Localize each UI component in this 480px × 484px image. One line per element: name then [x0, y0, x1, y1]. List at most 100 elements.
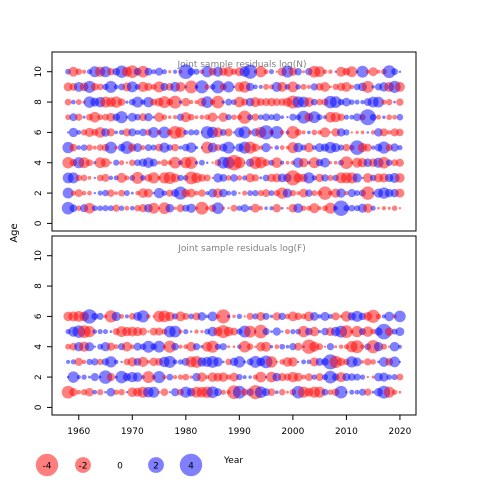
residual-bubble: [286, 207, 289, 210]
residual-bubble: [280, 160, 285, 165]
residual-bubble: [207, 112, 218, 122]
residual-bubble: [382, 115, 386, 119]
residual-bubble: [97, 358, 104, 366]
residual-bubble: [76, 129, 82, 135]
x-tick-label: 1990: [228, 427, 251, 437]
y-tick-label: 8: [34, 99, 44, 105]
legend-bubble: [179, 453, 203, 477]
residual-bubble: [148, 126, 160, 138]
residual-bubble: [345, 391, 348, 394]
residual-bubble: [347, 188, 356, 198]
y-tick-label: 8: [34, 283, 44, 289]
residual-bubble: [238, 110, 252, 124]
residual-bubble: [183, 328, 189, 335]
residual-bubble: [230, 174, 238, 182]
residual-bubble: [360, 344, 365, 349]
residual-bubble: [207, 142, 218, 153]
residual-bubble: [187, 113, 195, 121]
residual-bubble: [160, 82, 169, 91]
residual-bubble: [314, 66, 325, 78]
residual-bubble: [189, 100, 194, 105]
residual-bubble: [84, 127, 95, 138]
residual-bubble: [172, 359, 178, 365]
residual-bubble: [337, 113, 345, 121]
residual-bubble: [97, 190, 103, 196]
residual-bubble: [318, 186, 332, 200]
residual-bubble: [316, 343, 324, 351]
residual-bubble: [155, 327, 164, 336]
residual-bubble: [64, 98, 72, 106]
residual-bubble: [240, 204, 249, 213]
residual-bubble: [218, 372, 229, 382]
residual-bubble: [178, 329, 183, 334]
residual-bubble: [324, 370, 337, 384]
residual-bubble: [263, 83, 270, 90]
residual-bubble: [353, 373, 361, 381]
residual-bubble: [270, 330, 273, 333]
residual-bubble: [268, 69, 275, 75]
residual-bubble: [152, 370, 166, 384]
residual-bubble: [349, 84, 355, 90]
residual-bubble: [104, 141, 117, 154]
residual-bubble: [371, 375, 375, 379]
residual-bubble: [322, 69, 328, 75]
residual-bubble: [233, 356, 246, 368]
residual-bubble: [272, 113, 281, 122]
residual-bubble: [398, 70, 402, 73]
residual-bubble: [173, 206, 177, 210]
residual-bubble: [197, 312, 207, 321]
residual-bubble: [93, 176, 97, 180]
residual-bubble: [172, 69, 178, 74]
residual-bubble: [246, 312, 254, 320]
residual-bubble: [91, 312, 99, 320]
residual-bubble: [148, 202, 160, 214]
residual-bubble: [315, 173, 324, 183]
residual-bubble: [214, 343, 221, 350]
residual-bubble: [113, 389, 119, 395]
residual-bubble: [305, 189, 313, 197]
residual-bubble: [107, 205, 114, 212]
residual-bubble: [161, 69, 167, 75]
residual-bubble: [262, 189, 271, 198]
residual-bubble: [327, 389, 334, 396]
residual-bubble: [118, 205, 125, 211]
residual-bubble: [242, 64, 258, 79]
x-tick-label: 2020: [388, 427, 411, 437]
residual-bubble: [376, 114, 381, 120]
residual-bubble: [320, 311, 330, 321]
residual-bubble: [258, 114, 264, 120]
residual-bubble: [279, 130, 285, 135]
residual-bubble: [194, 160, 199, 165]
residual-bubble: [378, 156, 390, 169]
residual-bubble: [82, 309, 97, 324]
residual-bubble: [84, 342, 95, 352]
residual-bubble: [185, 156, 198, 169]
residual-bubble: [194, 329, 199, 334]
residual-bubble: [265, 356, 278, 368]
panel-logN: Joint sample residuals log(N) 0 2 4 6 8 10: [34, 51, 417, 232]
residual-bubble: [253, 324, 268, 339]
residual-bubble: [139, 128, 147, 137]
y-tick-label: 6: [34, 129, 44, 135]
residual-bubble: [294, 128, 302, 136]
residual-bubble: [366, 375, 369, 379]
residual-bubble: [66, 359, 71, 364]
residual-bubble: [87, 176, 92, 180]
residual-bubble: [81, 69, 87, 74]
residual-bubble: [293, 203, 304, 214]
residual-bubble: [225, 114, 232, 121]
residual-bubble: [328, 85, 332, 89]
residual-bubble: [364, 388, 372, 396]
residual-bubble: [114, 191, 119, 195]
residual-bubble: [199, 114, 205, 120]
residual-bubble: [177, 359, 184, 365]
residual-bubble: [62, 187, 74, 199]
residual-bubble: [262, 388, 271, 397]
residual-bubble: [370, 359, 376, 365]
residual-bubble: [194, 190, 199, 196]
residual-bubble: [109, 161, 113, 164]
residual-bubble: [97, 114, 104, 121]
y-tick-label: 10: [34, 66, 44, 78]
residual-bubble: [218, 112, 228, 122]
residual-bubble: [377, 206, 380, 210]
